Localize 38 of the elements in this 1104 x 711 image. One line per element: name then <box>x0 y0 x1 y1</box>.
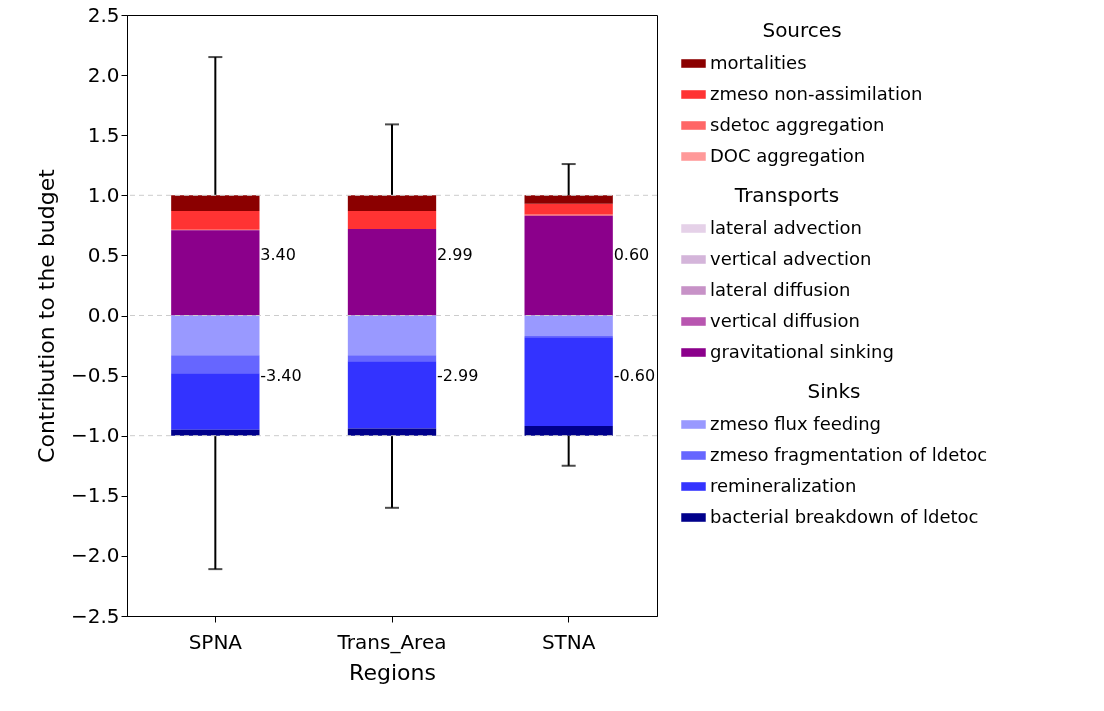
legend-label: bacterial breakdown of ldetoc <box>710 505 979 527</box>
y-tick-label: −1.5 <box>70 483 120 508</box>
legend-label: zmeso non-assimilation <box>710 82 923 104</box>
text: Sources <box>762 18 842 42</box>
y-tick-label: 1.0 <box>87 182 120 207</box>
legend-label: vertical advection <box>710 247 872 269</box>
text: Sinks <box>807 379 861 403</box>
y-tick-label: −1.0 <box>70 423 120 448</box>
y-tick-label: 2.5 <box>87 2 120 27</box>
annotation: 0.60 <box>613 245 650 265</box>
legend-label: mortalities <box>710 51 807 73</box>
y-tick-label: −0.5 <box>70 363 120 388</box>
y-tick-label: 1.5 <box>87 122 120 147</box>
legend-label: lateral diffusion <box>710 278 851 300</box>
y-tick-label: 0.0 <box>87 303 120 327</box>
legend-label: zmeso flux feeding <box>710 412 882 434</box>
legend-label: remineralization <box>710 474 857 496</box>
x-tick-label: Trans_Area <box>336 629 447 654</box>
x-tick-label: STNA <box>541 629 596 654</box>
annotation: -2.99 <box>437 365 479 385</box>
y-tick-label: 0.5 <box>87 242 120 267</box>
annotation: 3.40 <box>260 245 296 265</box>
legend-label: lateral advection <box>710 216 862 238</box>
legend-label: sdetoc aggregation <box>710 113 885 135</box>
annotation: -3.40 <box>260 365 302 385</box>
legend-label: gravitational sinking <box>710 340 894 362</box>
annotation: 2.99 <box>437 245 473 265</box>
y-tick-label: −2.0 <box>70 543 120 568</box>
y-axis-title: Contribution to the budget <box>33 168 59 463</box>
annotation: -0.60 <box>613 365 656 385</box>
x-axis-title: Regions <box>349 659 436 685</box>
legend-label: vertical diffusion <box>710 309 860 331</box>
y-tick-label: 2.0 <box>87 62 120 87</box>
x-tick-label: SPNA <box>188 629 243 654</box>
y-tick-label: −2.5 <box>70 603 120 628</box>
legend-label: zmeso fragmentation of ldetoc <box>710 443 988 465</box>
legend-label: DOC aggregation <box>710 144 866 166</box>
text: Transports <box>734 183 840 207</box>
